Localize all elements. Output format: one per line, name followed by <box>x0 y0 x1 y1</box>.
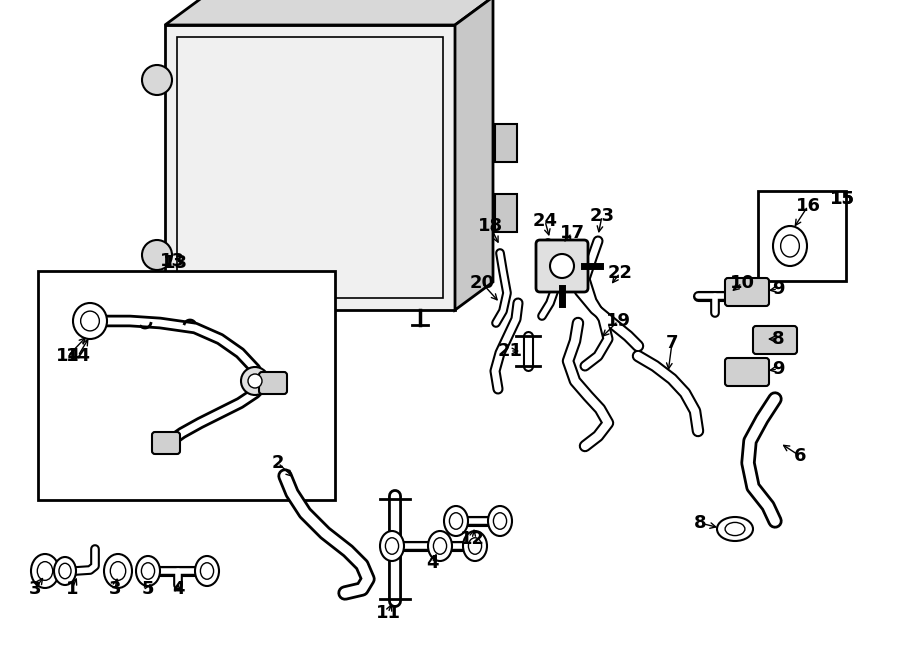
Ellipse shape <box>380 531 404 561</box>
Ellipse shape <box>73 303 107 339</box>
Text: 13: 13 <box>159 252 184 270</box>
Text: 14: 14 <box>66 347 91 365</box>
Ellipse shape <box>54 557 76 585</box>
Text: 2: 2 <box>272 454 284 472</box>
Ellipse shape <box>141 563 155 579</box>
Bar <box>758 191 846 281</box>
Text: 11: 11 <box>375 604 401 622</box>
Text: 17: 17 <box>560 224 584 242</box>
Text: 16: 16 <box>796 197 821 215</box>
Bar <box>495 124 517 161</box>
Ellipse shape <box>111 562 126 580</box>
Bar <box>38 271 335 500</box>
Ellipse shape <box>385 538 399 555</box>
Text: 19: 19 <box>606 312 631 330</box>
FancyBboxPatch shape <box>536 240 588 292</box>
Text: 10: 10 <box>730 274 754 292</box>
Text: 15: 15 <box>830 190 854 208</box>
Text: 9: 9 <box>772 280 784 298</box>
Ellipse shape <box>81 311 99 331</box>
Text: 24: 24 <box>533 212 557 230</box>
Text: 14: 14 <box>56 347 80 365</box>
Circle shape <box>248 374 262 388</box>
Ellipse shape <box>725 522 745 535</box>
Text: 3: 3 <box>29 580 41 598</box>
Ellipse shape <box>31 554 59 588</box>
Ellipse shape <box>136 556 160 586</box>
FancyBboxPatch shape <box>725 278 769 306</box>
Ellipse shape <box>201 563 213 579</box>
Text: 5: 5 <box>142 580 154 598</box>
Text: 9: 9 <box>772 360 784 378</box>
Text: 4: 4 <box>172 580 184 598</box>
Ellipse shape <box>488 506 512 536</box>
Text: 12: 12 <box>460 530 484 548</box>
Ellipse shape <box>717 517 753 541</box>
Ellipse shape <box>780 235 799 257</box>
Polygon shape <box>165 25 455 310</box>
Ellipse shape <box>434 538 446 555</box>
Text: 13: 13 <box>163 254 187 272</box>
Polygon shape <box>165 0 493 25</box>
Text: 15: 15 <box>830 190 854 208</box>
Text: 4: 4 <box>426 554 438 572</box>
Text: 3: 3 <box>109 580 122 598</box>
Text: 8: 8 <box>771 330 784 348</box>
Text: 6: 6 <box>794 447 806 465</box>
Text: 1: 1 <box>66 580 78 598</box>
Text: 22: 22 <box>608 264 633 282</box>
Text: 21: 21 <box>498 342 523 360</box>
Ellipse shape <box>59 563 71 578</box>
Text: 7: 7 <box>666 334 679 352</box>
Ellipse shape <box>142 65 172 95</box>
Text: 23: 23 <box>590 207 615 225</box>
Circle shape <box>550 254 574 278</box>
Ellipse shape <box>463 531 487 561</box>
Ellipse shape <box>195 556 219 586</box>
Polygon shape <box>455 0 493 310</box>
FancyBboxPatch shape <box>259 372 287 394</box>
FancyBboxPatch shape <box>725 358 769 386</box>
FancyBboxPatch shape <box>152 432 180 454</box>
Ellipse shape <box>444 506 468 536</box>
FancyBboxPatch shape <box>753 326 797 354</box>
Text: 8: 8 <box>694 514 706 532</box>
Bar <box>495 194 517 231</box>
Circle shape <box>241 367 269 395</box>
Ellipse shape <box>449 513 463 529</box>
Ellipse shape <box>493 513 507 529</box>
Ellipse shape <box>104 554 132 588</box>
Text: 20: 20 <box>470 274 494 292</box>
Text: 18: 18 <box>477 217 502 235</box>
Ellipse shape <box>142 240 172 270</box>
Ellipse shape <box>428 531 452 561</box>
Ellipse shape <box>468 538 482 555</box>
Ellipse shape <box>37 562 53 580</box>
Ellipse shape <box>773 226 807 266</box>
